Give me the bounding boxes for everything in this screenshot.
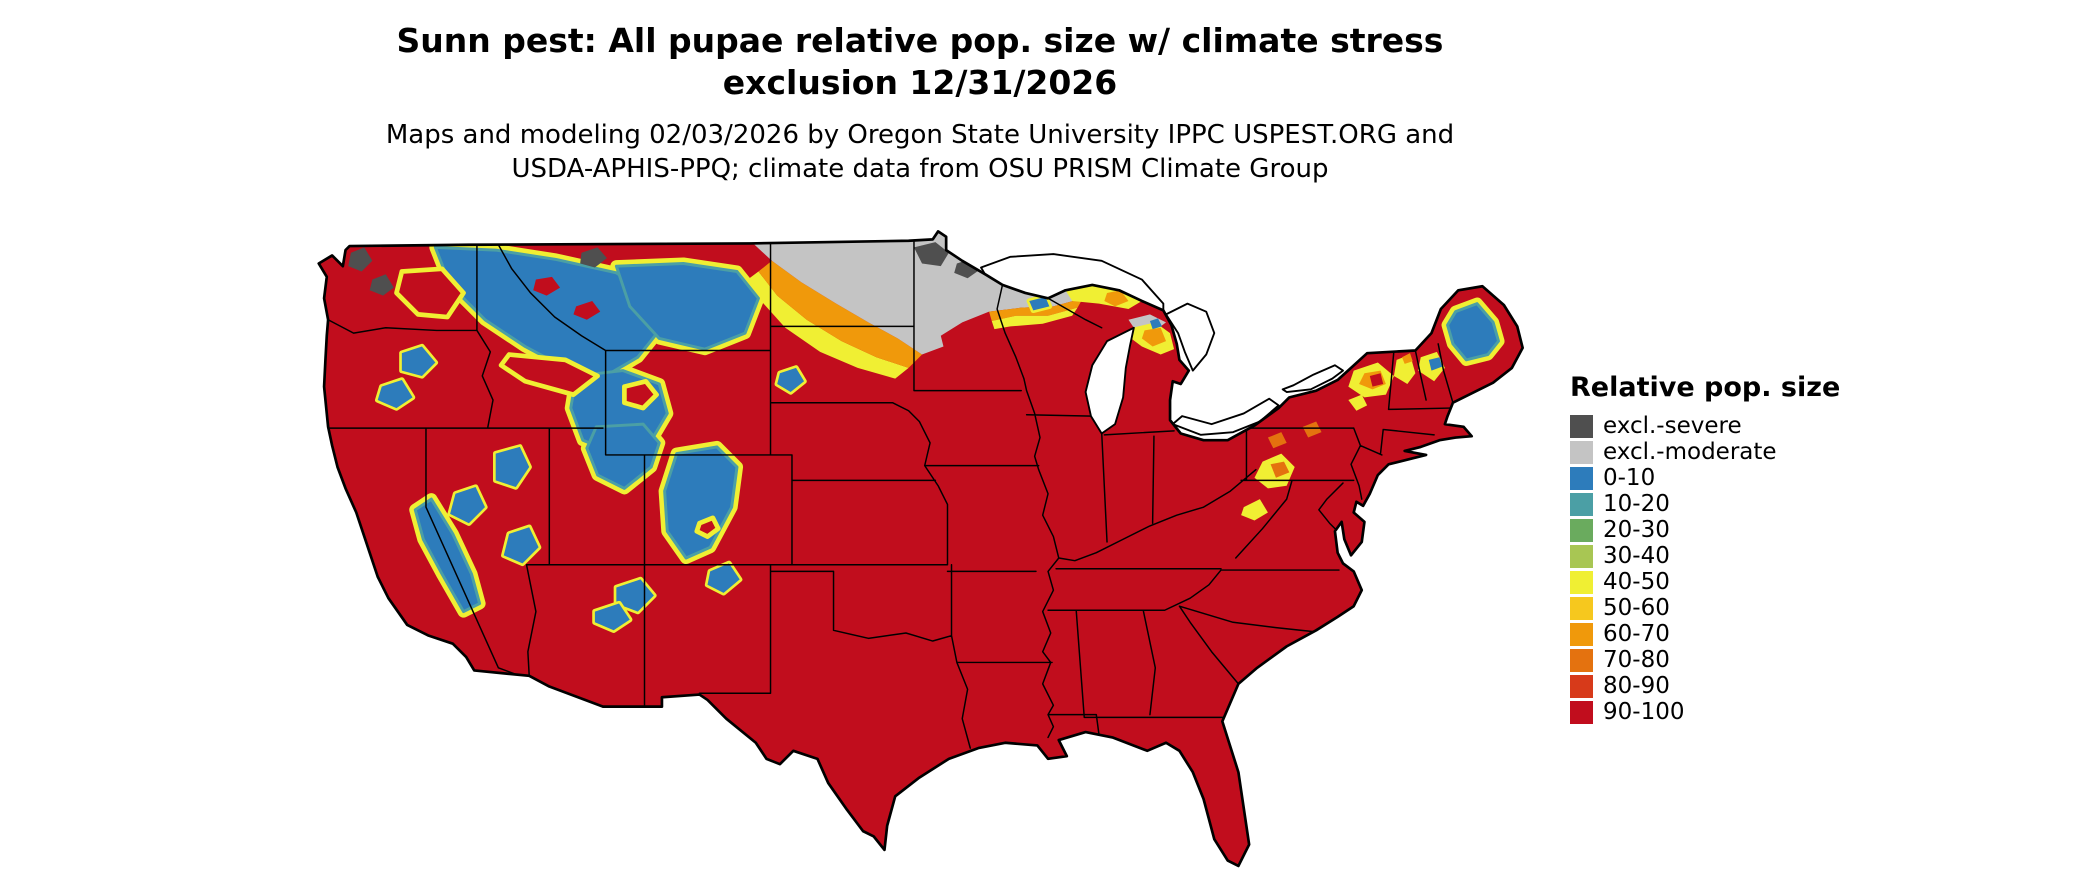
- legend-swatch-60-70: [1570, 623, 1593, 646]
- blue-region-maine: [1446, 302, 1500, 362]
- legend-item: 70-80: [1570, 649, 1840, 672]
- great-lakes: [980, 253, 1344, 436]
- legend-swatch-excl-severe: [1570, 415, 1593, 438]
- legend-label: 70-80: [1603, 647, 1670, 673]
- legend-swatch-70-80: [1570, 649, 1593, 672]
- legend-item: excl.-severe: [1570, 415, 1840, 438]
- legend-swatch-10-20: [1570, 493, 1593, 516]
- us-map: [308, 226, 1528, 882]
- yellow-fringe-wisconsin: [991, 307, 1078, 330]
- map-title-line1: Sunn pest: All pupae relative pop. size …: [396, 21, 1444, 60]
- legend-item: 60-70: [1570, 623, 1840, 646]
- map-title-line2: exclusion 12/31/2026: [722, 63, 1118, 102]
- legend-swatch-90-100: [1570, 701, 1593, 724]
- legend-swatch-30-40: [1570, 545, 1593, 568]
- excl-moderate-region-north: [753, 231, 1093, 355]
- legend-swatch-excl-moderate: [1570, 441, 1593, 464]
- map-subtitle: Maps and modeling 02/03/2026 by Oregon S…: [0, 118, 1840, 186]
- michigan-patches: [1065, 284, 1175, 355]
- us-outline: [317, 230, 1524, 868]
- map-subtitle-line2: USDA-APHIS-PPQ; climate data from OSU PR…: [511, 154, 1329, 184]
- legend-label: 0-10: [1603, 465, 1656, 491]
- map-fill-layer: [318, 231, 1523, 866]
- blue-region-montana: [614, 262, 760, 351]
- excl-severe-patches: [348, 242, 982, 296]
- legend-label: excl.-severe: [1603, 413, 1742, 439]
- lake-erie: [1171, 397, 1280, 436]
- legend-label: 40-50: [1603, 569, 1670, 595]
- orange-band-northern-plains: [758, 260, 923, 368]
- legend-item: 20-30: [1570, 519, 1840, 542]
- legend-swatch-0-10: [1570, 467, 1593, 490]
- legend-item: 50-60: [1570, 597, 1840, 620]
- legend-item: 0-10: [1570, 467, 1840, 490]
- legend-item: 40-50: [1570, 571, 1840, 594]
- us-map-svg: [317, 230, 1524, 868]
- legend-label: excl.-moderate: [1603, 439, 1777, 465]
- legend-label: 90-100: [1603, 699, 1685, 725]
- legend-swatch-20-30: [1570, 519, 1593, 542]
- legend-label: 50-60: [1603, 595, 1670, 621]
- legend: Relative pop. size excl.-severe excl.-mo…: [1570, 372, 1840, 727]
- legend-label: 60-70: [1603, 621, 1670, 647]
- map-subtitle-line1: Maps and modeling 02/03/2026 by Oregon S…: [385, 120, 1455, 150]
- legend-label: 10-20: [1603, 491, 1670, 517]
- legend-item: excl.-moderate: [1570, 441, 1840, 464]
- legend-item: 30-40: [1570, 545, 1840, 568]
- lake-ontario: [1281, 364, 1344, 393]
- state-borders: [324, 239, 1454, 749]
- yellow-band-northern-plains: [747, 271, 909, 379]
- legend-label: 20-30: [1603, 517, 1670, 543]
- legend-title: Relative pop. size: [1570, 372, 1841, 403]
- header: Sunn pest: All pupae relative pop. size …: [0, 20, 1840, 186]
- blue-region-north-rockies: [433, 245, 661, 378]
- lake-huron: [1165, 302, 1216, 372]
- legend-swatch-40-50: [1570, 571, 1593, 594]
- lake-michigan: [1084, 326, 1135, 435]
- legend-item: 90-100: [1570, 701, 1840, 724]
- legend-swatch-50-60: [1570, 597, 1593, 620]
- legend-label: 30-40: [1603, 543, 1670, 569]
- legend-item: 80-90: [1570, 675, 1840, 698]
- legend-label: 80-90: [1603, 673, 1670, 699]
- red-intrusions: [394, 266, 721, 539]
- legend-swatch-80-90: [1570, 675, 1593, 698]
- legend-item: 10-20: [1570, 493, 1840, 516]
